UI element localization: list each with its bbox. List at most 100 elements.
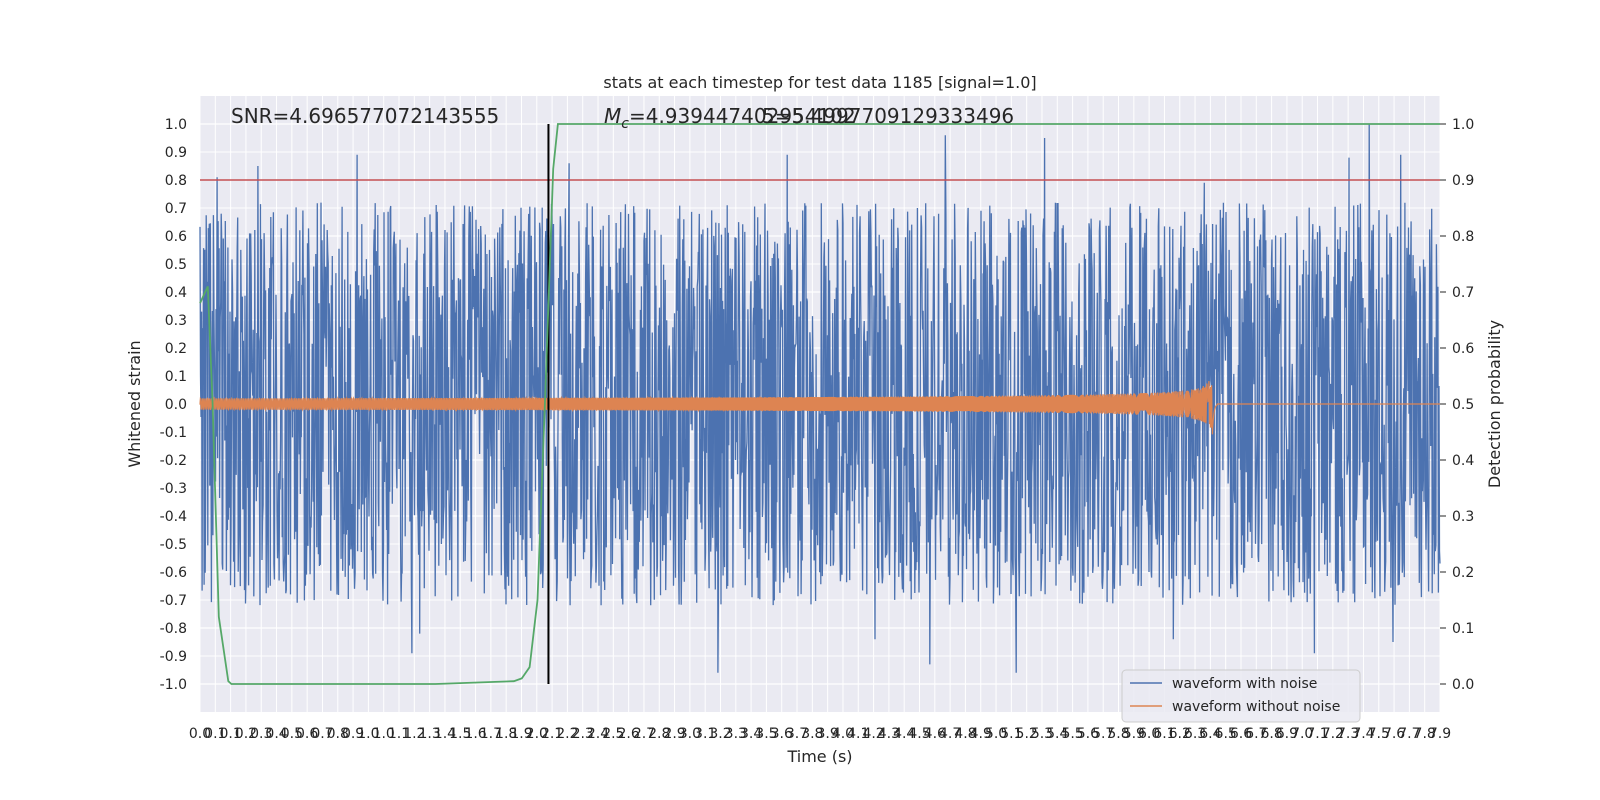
y-axis-right-ticks: 1.0 0.9 0.8 0.7 0.6 0.5 0.4 0.3 0.2 0.1 0.0 [1440,117,1474,693]
x-tick-label: 1.9 [510,726,532,742]
x-tick-label: 3.2 [709,726,731,742]
x-tick-label: 2.9 [663,726,685,742]
x-tick-label: 0.0 [189,726,211,742]
y-right-tick-label: 0.3 [1452,509,1474,525]
x-tick-label: 0.7 [311,726,333,742]
x-tick-label: 5.1 [1000,726,1022,742]
x-tick-label: 1.6 [464,726,486,742]
x-tick-label: 3.7 [786,726,808,742]
x-tick-label: 0.4 [265,726,287,742]
x-tick-label: 4.1 [847,726,869,742]
x-tick-label: 5.3 [1031,726,1053,742]
y-right-tick-label: 0.2 [1452,565,1474,581]
x-tick-label: 2.3 [572,726,594,742]
y-right-tick-label: 1.0 [1452,117,1474,133]
y-left-tick-label: 0.4 [165,285,187,301]
x-tick-label: 2.4 [587,726,609,742]
series-waveform-with-noise [199,123,1441,673]
x-tick-label: 5.9 [1123,726,1145,742]
x-tick-label: 5.5 [1061,726,1083,742]
x-tick-label: 2.1 [541,726,563,742]
x-tick-label: 5.6 [1077,726,1099,742]
x-tick-label: 0.2 [235,726,257,742]
y-right-tick-label: 0.0 [1452,677,1474,693]
y-left-tick-label: 0.7 [165,201,187,217]
x-tick-label: 5.4 [1046,726,1068,742]
y-left-tick-label: -0.1 [160,425,187,441]
y-left-tick-label: 0.8 [165,173,187,189]
y-left-tick-label: -0.7 [160,593,187,609]
y-left-tick-label: -0.2 [160,453,187,469]
x-tick-label: 6.3 [1184,726,1206,742]
x-tick-label: 4.3 [878,726,900,742]
x-tick-label: 0.3 [250,726,272,742]
y-left-tick-label: -0.3 [160,481,187,497]
y-axis-left-ticks: 1.0 0.9 0.8 0.7 0.6 0.5 0.4 0.3 0.2 0.1 0.0 -0.1 -0.… [160,117,187,693]
x-tick-label: 7.6 [1383,726,1405,742]
x-tick-label: 7.9 [1429,726,1451,742]
x-tick-label: 1.5 [449,726,471,742]
legend-label-noise: waveform with noise [1172,676,1317,692]
y-right-tick-label: 0.8 [1452,229,1474,245]
x-tick-label: 4.8 [954,726,976,742]
y-axis-left-label: Whitened strain [125,340,144,467]
y-left-tick-label: -0.9 [160,649,187,665]
x-tick-label: 7.8 [1414,726,1436,742]
y-left-tick-label: -0.4 [160,509,187,525]
x-tick-label: 3.4 [740,726,762,742]
x-tick-label: 3.8 [801,726,823,742]
x-tick-label: 6.8 [1260,726,1282,742]
x-tick-label: 3.3 [725,726,747,742]
mc-subscript: c [621,116,629,132]
x-tick-label: 3.5 [755,726,777,742]
x-tick-label: 6.5 [1215,726,1237,742]
series-detection-probability [199,123,1440,685]
x-tick-label: 1.2 [403,726,425,742]
y-left-tick-label: 0.3 [165,313,187,329]
chart-title: stats at each timestep for test data 118… [603,73,1036,92]
x-tick-label: 7.5 [1368,726,1390,742]
x-tick-label: 5.0 [985,726,1007,742]
x-tick-label: 6.6 [1230,726,1252,742]
x-tick-label: 4.2 [862,726,884,742]
x-tick-label: 0.6 [296,726,318,742]
x-tick-label: 4.5 [908,726,930,742]
x-tick-label: 2.0 [526,726,548,742]
x-tick-label: 7.2 [1322,726,1344,742]
legend-box [1121,669,1361,723]
overlap-annotation: 5=5.4997709129333496 [762,104,1014,128]
legend-label-clean: waveform without noise [1172,699,1340,715]
y-left-tick-label: 0.1 [165,369,187,385]
x-tick-label: 7.7 [1398,726,1420,742]
x-tick-label: 1.3 [418,726,440,742]
y-left-tick-label: 0.0 [165,397,187,413]
x-axis-ticks: 0.00.10.10.20.30.40.50.60.70.80.91.01.01… [189,726,1451,742]
x-tick-label: 2.7 [633,726,655,742]
noise-waveform-line [199,123,1441,673]
y-left-tick-label: -0.6 [160,565,187,581]
clean-waveform-line [199,380,1440,435]
x-tick-label: 4.7 [939,726,961,742]
mc-value: =4.939447402954102 [629,104,856,128]
y-right-tick-label: 0.4 [1452,453,1474,469]
series-waveform-without-noise [199,380,1440,435]
x-tick-label: 1.1 [388,726,410,742]
x-tick-label: 4.6 [924,726,946,742]
x-tick-label: 5.2 [1016,726,1038,742]
x-tick-label: 3.6 [771,726,793,742]
snr-annotation: SNR=4.696577072143555 [231,104,499,128]
x-tick-label: 1.0 [357,726,379,742]
detection-probability-line [199,123,1440,685]
x-tick-label: 0.1 [219,726,241,742]
x-tick-label: 5.8 [1107,726,1129,742]
x-tick-label: 5.7 [1092,726,1114,742]
y-left-tick-label: 0.9 [165,145,187,161]
mc-annotation: Mc=4.939447402954102 [604,104,856,132]
x-tick-label: 6.7 [1245,726,1267,742]
x-tick-label: 3.1 [694,726,716,742]
x-tick-label: 2.2 [556,726,578,742]
y-right-tick-label: 0.6 [1452,341,1474,357]
y-left-tick-label: 1.0 [165,117,187,133]
x-tick-label: 2.8 [648,726,670,742]
x-tick-label: 6.0 [1138,726,1160,742]
